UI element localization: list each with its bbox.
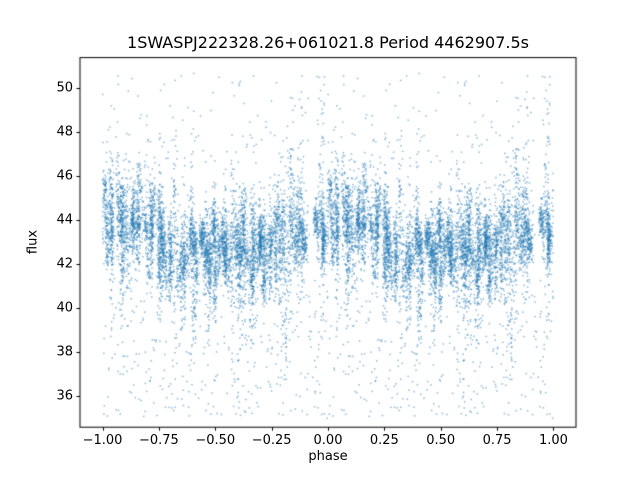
y-tick-label: 50 (56, 80, 73, 96)
y-tick-label: 40 (56, 300, 73, 316)
x-tick-label: 0.25 (369, 433, 399, 449)
y-tick-label: 46 (56, 168, 73, 184)
y-axis-label: flux (25, 229, 41, 255)
x-tick-label: −0.25 (251, 433, 292, 449)
y-tick-label: 44 (56, 212, 73, 228)
x-tick-label: 1.00 (538, 433, 568, 449)
x-tick-label: −1.00 (82, 433, 123, 449)
y-tick-label: 38 (56, 344, 73, 360)
y-tick-label: 42 (56, 256, 73, 272)
x-tick-label: −0.50 (195, 433, 236, 449)
y-tick-label: 36 (56, 388, 73, 404)
x-tick-label: 0.00 (313, 433, 343, 449)
y-tick-label: 48 (56, 124, 73, 140)
x-tick-label: −0.75 (138, 433, 179, 449)
x-tick-label: 0.75 (482, 433, 512, 449)
x-axis-label: phase (308, 449, 348, 464)
chart-title: 1SWASPJ222328.26+061021.8 Period 4462907… (127, 33, 529, 52)
x-tick-label: 0.50 (426, 433, 456, 449)
